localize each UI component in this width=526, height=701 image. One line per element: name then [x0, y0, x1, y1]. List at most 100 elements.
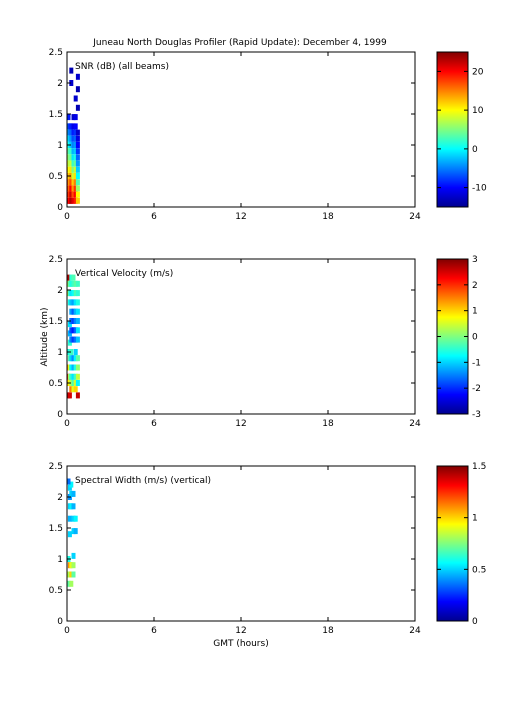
data-cell: [71, 308, 76, 315]
data-cell: [73, 123, 78, 130]
data-cell: [75, 197, 80, 204]
data-cell: [73, 308, 78, 315]
data-cell: [69, 142, 74, 148]
data-cell: [75, 142, 80, 148]
colorbar-tick-label: 0.5: [472, 565, 486, 575]
data-cell: [73, 185, 78, 192]
y-tick-label: 2.5: [49, 462, 63, 472]
data-cell: [75, 299, 80, 306]
data-cell: [69, 327, 74, 334]
data-cell: [67, 321, 72, 328]
y-tick-label: 2: [57, 79, 63, 89]
data-cell: [73, 515, 78, 522]
data-cell: [75, 73, 80, 80]
data-cell: [69, 123, 74, 130]
snr-colorbar: -10 0 10 20: [436, 51, 487, 208]
data-cell: [67, 531, 72, 538]
velocity-axis-ticks: 0 6 12 18 24 0 0.5 1 1.5 2 2.5: [49, 255, 421, 429]
data-cell: [71, 274, 76, 281]
data-cell: [75, 173, 80, 179]
data-cell: [69, 80, 74, 86]
x-tick-label: 0: [64, 419, 70, 429]
data-cell: [69, 166, 74, 173]
data-cell: [75, 154, 80, 161]
y-tick-label: 0.5: [49, 586, 63, 596]
data-cell: [71, 280, 76, 287]
y-tick-label: 1: [57, 348, 63, 358]
data-cell: [69, 490, 74, 497]
data-cell: [75, 380, 80, 386]
data-cell: [69, 191, 74, 198]
colorbar-tick-label: 1: [472, 514, 478, 524]
colorbar-tick-label: 20: [472, 67, 484, 77]
data-cell: [69, 562, 74, 569]
data-cell: [71, 154, 76, 161]
data-cell: [73, 148, 78, 155]
colorbar-tick-label: 0: [472, 617, 478, 627]
data-cell: [73, 327, 78, 334]
data-cell: [69, 380, 74, 386]
data-cell: [69, 336, 74, 343]
colorbar-tick-label: 1.5: [472, 462, 486, 472]
data-cell: [71, 386, 76, 393]
data-cell: [71, 571, 76, 578]
data-cell: [75, 166, 80, 173]
data-cell: [75, 318, 80, 324]
panel-spectral-width: 0 6 12 18 24 0 0.5 1 1.5 2 2.5 Spectral Width (m/s…: [49, 462, 487, 636]
data-cell: [71, 166, 76, 173]
x-axis-label: GMT (hours): [213, 639, 268, 649]
data-cell: [73, 173, 78, 179]
y-tick-label: 1.5: [49, 524, 63, 534]
data-cell: [75, 179, 80, 186]
data-cell: [69, 173, 74, 179]
colorbar-gradient: [437, 52, 468, 207]
snr-plot-frame: [66, 51, 416, 208]
data-cell: [66, 580, 71, 587]
data-cell: [67, 392, 72, 399]
data-cell: [69, 148, 74, 155]
data-cell: [67, 515, 72, 522]
data-cell: [69, 67, 74, 74]
data-cell: [75, 135, 80, 142]
data-cell: [73, 95, 78, 102]
data-cell: [75, 129, 80, 136]
data-cell: [73, 299, 78, 306]
data-cell: [69, 135, 74, 142]
data-cell: [67, 484, 72, 491]
data-cell: [69, 280, 74, 287]
x-tick-label: 24: [409, 626, 421, 636]
data-cell: [73, 290, 78, 297]
x-tick-label: 18: [322, 212, 334, 222]
data-cell: [71, 191, 76, 198]
data-cell: [71, 290, 76, 297]
data-cell: [75, 392, 80, 399]
width-panel-label: Spectral Width (m/s) (vertical): [75, 476, 211, 486]
data-cell: [73, 142, 78, 148]
y-tick-label: 0.5: [49, 172, 63, 182]
data-cell: [71, 185, 76, 192]
width-colorbar: 0 0.5 1 1.5: [436, 462, 486, 627]
data-cell: [66, 274, 71, 281]
data-cell: [71, 380, 76, 386]
y-tick-label: 1: [57, 141, 63, 151]
snr-panel-label: SNR (dB) (all beams): [75, 62, 169, 72]
width-axis-ticks: 0 6 12 18 24 0 0.5 1 1.5 2 2.5: [49, 462, 421, 636]
colorbar-frame: [436, 465, 469, 622]
data-cell: [69, 274, 74, 281]
data-cell: [71, 160, 76, 167]
data-cell: [71, 503, 76, 510]
y-tick-label: 0: [57, 410, 63, 420]
x-tick-label: 6: [151, 212, 157, 222]
data-cell: [75, 191, 80, 198]
data-cell: [73, 386, 78, 393]
data-cell: [69, 364, 74, 371]
width-data-cells: [66, 478, 78, 587]
colorbar-tick-label: 3: [472, 255, 478, 265]
colorbar-frame: [436, 51, 469, 208]
data-cell: [73, 135, 78, 142]
data-cell: [75, 160, 80, 167]
y-tick-label: 0.5: [49, 379, 63, 389]
x-tick-label: 12: [235, 212, 246, 222]
colorbar-tick-label: -2: [472, 384, 481, 394]
